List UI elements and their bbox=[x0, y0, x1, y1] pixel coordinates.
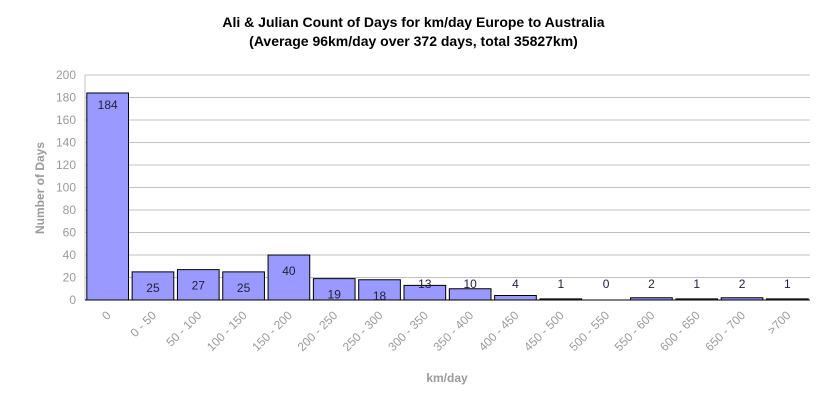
chart-title-block: Ali & Julian Count of Days for km/day Eu… bbox=[0, 13, 827, 51]
gridlines bbox=[84, 74, 810, 301]
x-tick-label: 50 - 100 bbox=[163, 308, 204, 349]
chart-title: Ali & Julian Count of Days for km/day Eu… bbox=[222, 14, 605, 30]
chart-subtitle: (Average 96km/day over 372 days, total 3… bbox=[249, 33, 578, 49]
bar bbox=[766, 298, 809, 301]
bar bbox=[494, 295, 537, 301]
x-tick-label: 400 - 450 bbox=[476, 308, 522, 354]
x-tick-label: 200 - 250 bbox=[295, 308, 341, 354]
x-tick-label: 100 - 150 bbox=[204, 308, 250, 354]
data-label: 2 bbox=[648, 277, 655, 291]
data-label: 1 bbox=[693, 277, 700, 291]
bar bbox=[176, 269, 220, 301]
data-label: 13 bbox=[418, 277, 432, 291]
x-tick-label: 650 - 700 bbox=[702, 308, 748, 354]
y-tick-label: 160 bbox=[56, 113, 76, 127]
bar bbox=[86, 92, 129, 301]
data-label: 25 bbox=[237, 281, 251, 295]
x-tick-label: 600 - 650 bbox=[657, 308, 703, 354]
y-tick-label: 40 bbox=[63, 248, 77, 262]
bar bbox=[448, 288, 492, 301]
bars bbox=[86, 92, 809, 301]
bar bbox=[720, 297, 764, 301]
x-axis-title: km/day bbox=[426, 371, 468, 385]
data-label: 18 bbox=[373, 289, 387, 303]
y-tick-label: 200 bbox=[56, 68, 76, 82]
bar bbox=[267, 254, 311, 301]
x-tick-label: 0 - 50 bbox=[127, 308, 159, 340]
y-tick-label: 180 bbox=[56, 91, 76, 105]
x-tick-label: 550 - 600 bbox=[612, 308, 658, 354]
bar bbox=[539, 298, 583, 301]
data-label: 10 bbox=[463, 277, 477, 291]
bar bbox=[630, 297, 673, 301]
x-axis-ticks: 0 0 - 50 50 - 100 100 - 150 150 - 200 200 - 2… bbox=[99, 308, 794, 354]
y-tick-label: 100 bbox=[56, 181, 76, 195]
y-tick-label: 140 bbox=[56, 136, 76, 150]
data-label: 19 bbox=[328, 288, 342, 302]
y-axis-ticks: 0 20 40 60 80 100 120 140 160 180 200 bbox=[56, 68, 76, 307]
data-label: 1 bbox=[784, 277, 791, 291]
x-tick-label: 150 - 200 bbox=[249, 308, 295, 354]
x-tick-label: 500 - 550 bbox=[566, 308, 612, 354]
x-tick-label: 250 - 300 bbox=[340, 308, 386, 354]
x-tick-label: 350 - 400 bbox=[431, 308, 477, 354]
bar bbox=[131, 271, 175, 301]
y-tick-label: 20 bbox=[63, 271, 77, 285]
data-label: 2 bbox=[739, 277, 746, 291]
x-tick-label: 0 bbox=[99, 308, 114, 323]
bar bbox=[222, 271, 265, 301]
bar bbox=[675, 298, 719, 301]
data-label: 25 bbox=[146, 281, 160, 295]
data-label: 184 bbox=[98, 98, 118, 112]
bar bbox=[358, 279, 401, 301]
data-label: 0 bbox=[603, 277, 610, 291]
bar bbox=[312, 278, 356, 301]
x-tick-label: 300 - 350 bbox=[385, 308, 431, 354]
y-tick-label: 60 bbox=[63, 226, 77, 240]
bar bbox=[403, 284, 447, 301]
y-tick-label: 80 bbox=[63, 203, 77, 217]
data-label: 40 bbox=[282, 264, 296, 278]
data-label: 27 bbox=[192, 279, 206, 293]
data-label: 4 bbox=[512, 277, 519, 291]
x-tick-label: >700 bbox=[764, 308, 793, 337]
data-label: 1 bbox=[557, 277, 564, 291]
x-tick-label: 450 - 500 bbox=[521, 308, 567, 354]
y-tick-label: 120 bbox=[56, 158, 76, 172]
y-axis-title: Number of Days bbox=[33, 142, 47, 234]
y-tick-label: 0 bbox=[69, 293, 76, 307]
